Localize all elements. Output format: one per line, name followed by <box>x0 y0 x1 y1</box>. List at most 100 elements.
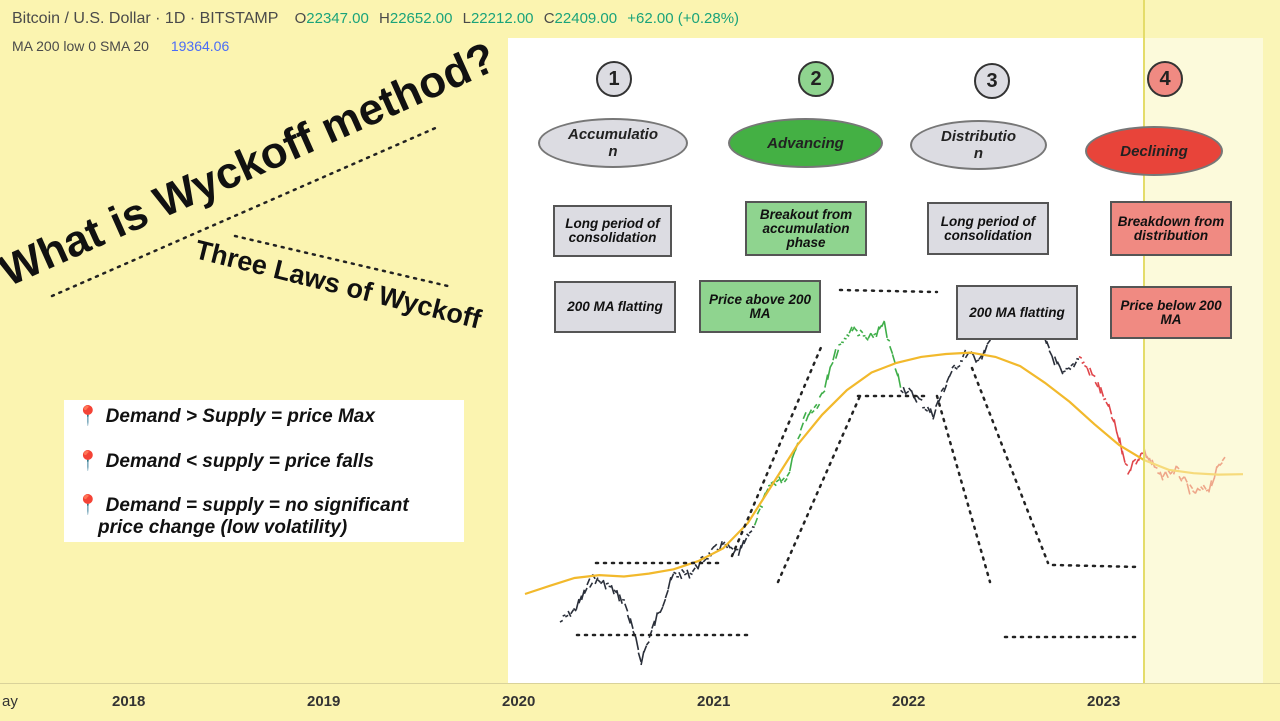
price-line-segment <box>820 393 823 398</box>
price-line-segment <box>844 338 847 339</box>
price-line-segment <box>906 391 909 393</box>
x-tick: 2019 <box>307 693 340 710</box>
price-line-segment <box>747 534 750 536</box>
law-3: 📍Demand = supply = no significant <box>76 495 409 517</box>
price-line-segment <box>644 646 647 653</box>
price-line-segment <box>1074 362 1077 367</box>
price-line-segment <box>647 642 650 645</box>
price-line-segment <box>801 423 804 431</box>
price-line-segment <box>755 518 758 525</box>
price-line-segment <box>836 350 839 359</box>
price-line-segment <box>655 612 658 626</box>
phase-2-ma: Price above 200 MA <box>699 280 821 333</box>
trend-dotted-line <box>732 345 822 556</box>
price-line-segment <box>809 410 812 416</box>
price-line-segment <box>965 353 968 357</box>
price-line-segment <box>571 610 574 614</box>
x-tick: 2023 <box>1087 693 1120 710</box>
price-line-segment <box>674 572 677 574</box>
price-line-segment <box>955 367 958 369</box>
price-line-segment <box>565 615 568 617</box>
price-line-segment <box>847 335 850 337</box>
price-line-segment <box>1068 368 1071 370</box>
price-line-segment <box>1057 362 1060 368</box>
price-line-segment <box>587 579 590 585</box>
price-line-segment <box>938 396 941 402</box>
price-line-segment <box>1093 375 1096 377</box>
price-line-segment <box>893 354 896 363</box>
price-line-segment <box>1130 461 1133 471</box>
price-line-segment <box>898 374 901 388</box>
price-line-segment <box>665 590 668 598</box>
price-line-segment <box>947 376 950 383</box>
trend-dotted-line <box>1053 565 1140 567</box>
price-line-segment <box>671 574 674 580</box>
price-line-segment <box>711 546 714 549</box>
price-line-segment <box>976 360 979 361</box>
phase-2-number: 2 <box>798 61 834 97</box>
price-line-segment <box>625 604 628 612</box>
price-line-segment <box>814 404 817 408</box>
price-line-segment <box>752 527 755 528</box>
price-line-segment <box>849 327 852 333</box>
pin-icon: 📍 <box>76 406 100 427</box>
price-line-segment <box>690 573 693 574</box>
price-line-segment <box>925 409 928 411</box>
phase-1-label: Accumulatio n <box>538 118 688 168</box>
price-line-segment <box>776 480 779 482</box>
price-line-segment <box>798 434 801 439</box>
price-line-segment <box>874 333 877 334</box>
price-line-segment <box>890 346 893 354</box>
price-line-segment <box>1055 357 1058 365</box>
trend-dotted-line <box>778 396 860 582</box>
price-line-segment <box>630 618 633 628</box>
price-line-segment <box>1103 399 1106 400</box>
pin-icon: 📍 <box>76 451 100 472</box>
price-line-segment <box>833 349 836 360</box>
phase-1-desc: Long period of consolidation <box>553 205 672 257</box>
law-3-cont: price change (low volatility) <box>98 517 347 539</box>
phase-3-number: 3 <box>974 63 1010 99</box>
phase-4-ma: Price below 200 MA <box>1110 286 1232 339</box>
price-line-segment <box>563 615 566 616</box>
price-line-segment <box>619 594 622 603</box>
price-line-segment <box>590 583 593 588</box>
trend-dotted-line <box>972 368 1048 563</box>
phase-1-ma: 200 MA flatting <box>554 281 676 333</box>
price-line-segment <box>730 547 733 549</box>
price-line-segment <box>957 366 960 368</box>
x-tick: 2021 <box>697 693 730 710</box>
price-line-segment <box>920 399 923 400</box>
price-line-segment <box>860 330 863 333</box>
price-line-segment <box>1071 363 1074 366</box>
price-line-segment <box>695 564 698 568</box>
price-line-segment <box>830 362 833 367</box>
price-line-segment <box>603 580 606 589</box>
price-line-segment <box>933 409 936 419</box>
price-line-segment <box>803 412 806 419</box>
price-line-segment <box>1125 463 1128 465</box>
law-2: 📍Demand < supply = price falls <box>76 451 374 473</box>
highlight-region <box>1143 0 1280 683</box>
trend-dotted-line <box>840 290 937 292</box>
price-line-segment <box>682 569 685 572</box>
price-line-segment <box>679 572 682 579</box>
x-tick: 2022 <box>892 693 925 710</box>
phase-4-number: 4 <box>1147 61 1183 97</box>
price-line-segment <box>1047 341 1050 348</box>
x-tick: 2018 <box>112 693 145 710</box>
price-line-segment <box>1063 371 1066 372</box>
price-line-segment <box>887 339 890 341</box>
phase-4-desc: Breakdown from distribution <box>1110 201 1232 256</box>
price-line-segment <box>601 581 604 584</box>
price-line-segment <box>1076 359 1079 360</box>
price-line-segment <box>606 583 609 584</box>
price-line-segment <box>663 599 666 606</box>
price-line-segment <box>857 335 860 336</box>
price-line-segment <box>984 345 987 353</box>
price-line-segment <box>568 611 571 617</box>
price-line-segment <box>638 653 641 662</box>
price-line-segment <box>687 570 690 579</box>
price-line-segment <box>822 391 825 394</box>
